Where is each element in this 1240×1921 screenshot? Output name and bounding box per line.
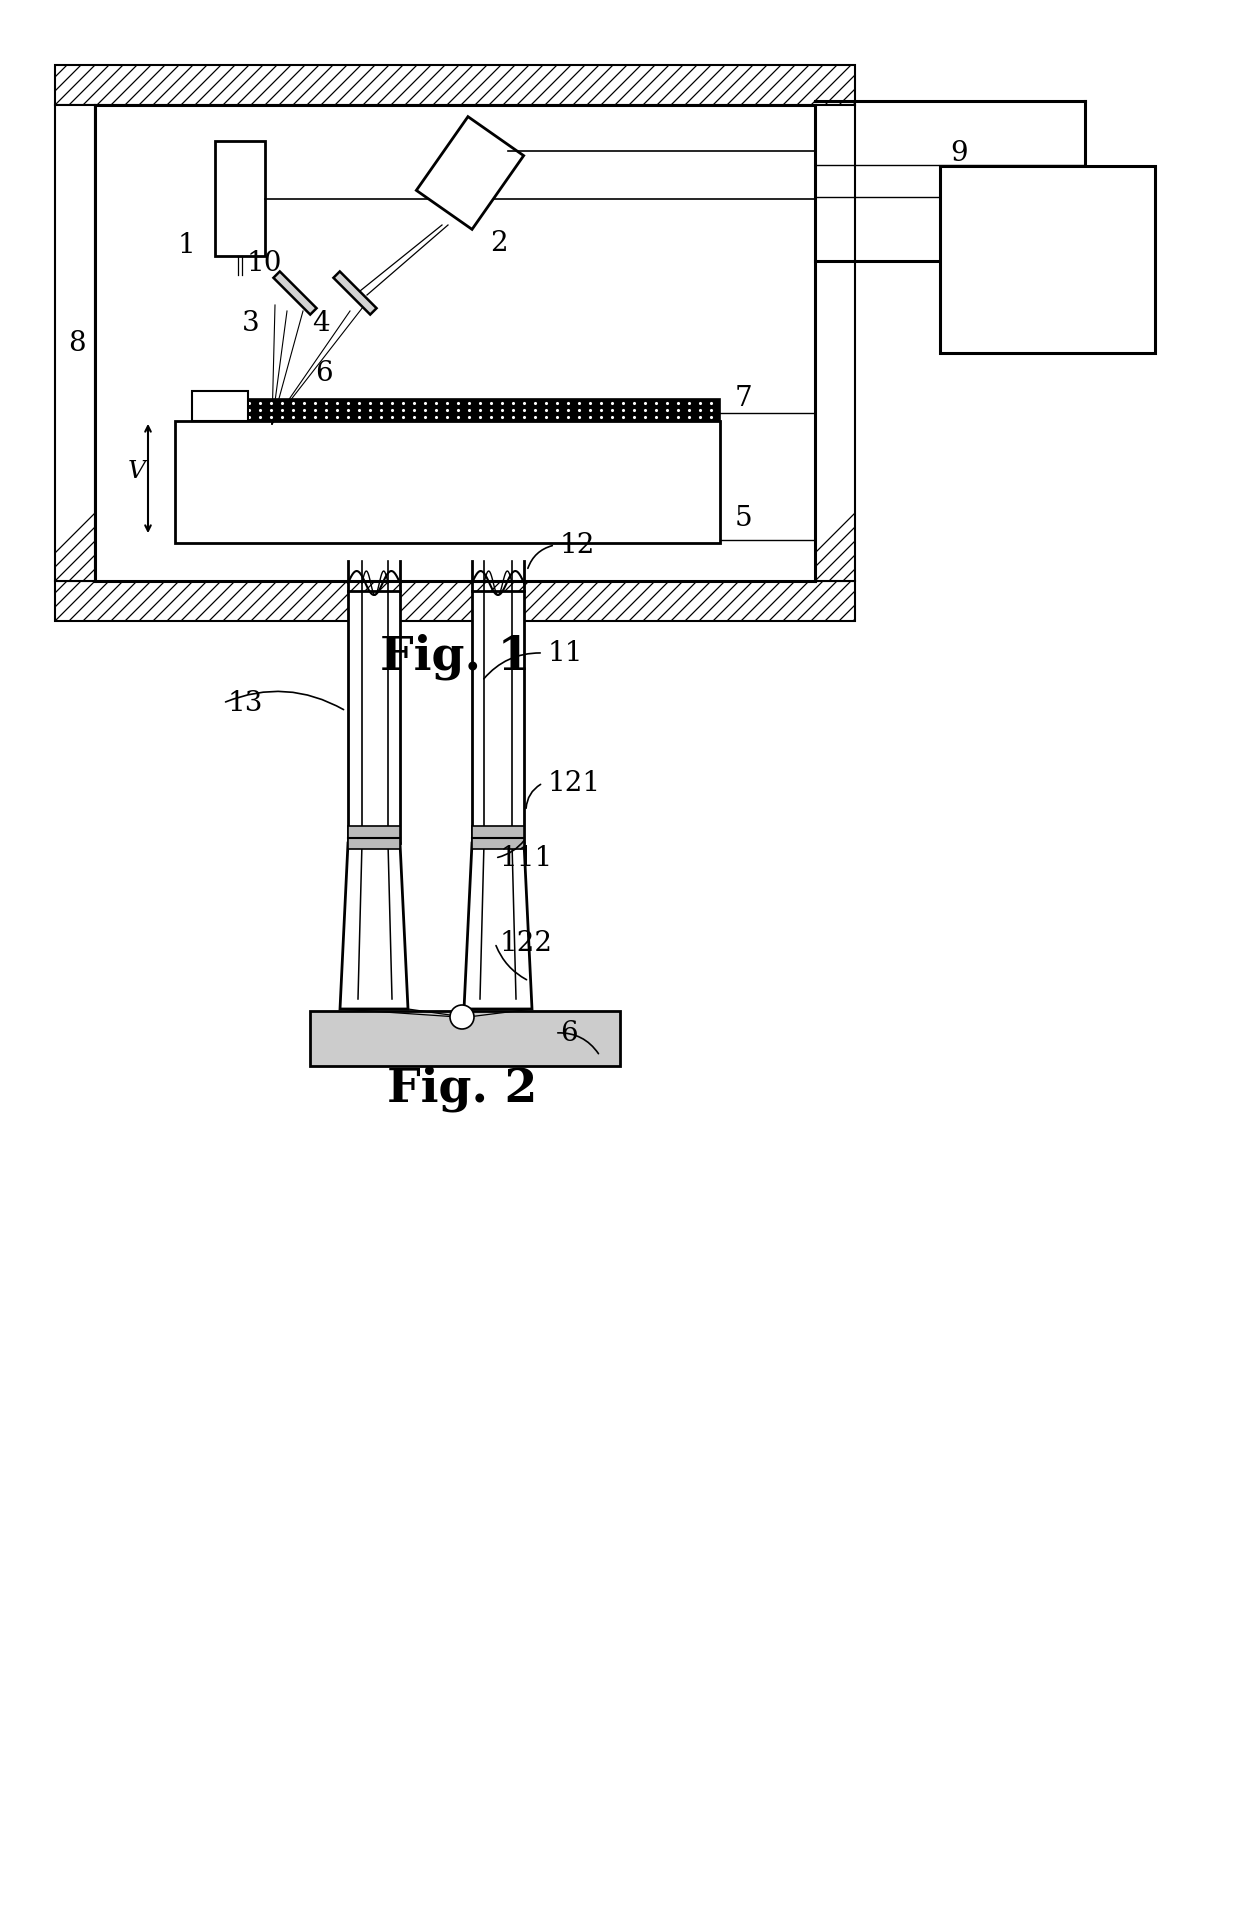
Text: 9: 9 [950, 140, 967, 167]
Polygon shape [472, 592, 525, 843]
Text: 1: 1 [179, 232, 196, 259]
Text: 121: 121 [548, 770, 601, 797]
Polygon shape [940, 165, 1154, 353]
Text: 5: 5 [735, 505, 753, 532]
Text: 6: 6 [560, 1020, 578, 1047]
Text: 13: 13 [228, 690, 263, 717]
Text: 8: 8 [68, 330, 86, 357]
Text: 122: 122 [500, 930, 553, 957]
Text: Fig. 1: Fig. 1 [379, 634, 531, 680]
Polygon shape [215, 140, 265, 255]
Circle shape [450, 1005, 474, 1030]
Polygon shape [274, 271, 316, 315]
Text: 3: 3 [242, 309, 259, 336]
Text: 2: 2 [490, 231, 507, 257]
Text: 12: 12 [560, 532, 595, 559]
Text: Fig. 2: Fig. 2 [387, 1064, 537, 1112]
Polygon shape [310, 1010, 620, 1066]
Polygon shape [175, 421, 720, 544]
Text: 6: 6 [315, 359, 332, 386]
Text: 7: 7 [735, 384, 753, 411]
Polygon shape [348, 826, 401, 849]
Polygon shape [197, 400, 720, 421]
Polygon shape [348, 592, 401, 843]
Polygon shape [815, 106, 856, 580]
Polygon shape [417, 117, 523, 229]
Text: 111: 111 [500, 845, 553, 872]
Polygon shape [55, 65, 856, 106]
Polygon shape [55, 580, 856, 620]
Polygon shape [334, 271, 377, 315]
Text: V: V [128, 459, 146, 482]
Polygon shape [95, 106, 815, 580]
Polygon shape [472, 826, 525, 849]
Text: 4: 4 [312, 309, 330, 336]
Polygon shape [464, 843, 532, 1009]
Polygon shape [340, 843, 408, 1009]
Text: 10: 10 [247, 250, 283, 277]
Polygon shape [192, 392, 248, 421]
Polygon shape [55, 106, 95, 580]
Text: 11: 11 [548, 640, 584, 667]
